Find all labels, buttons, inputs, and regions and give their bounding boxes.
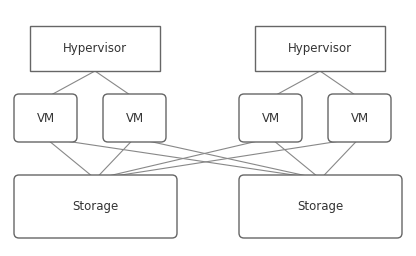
Text: Hypervisor: Hypervisor [63, 42, 127, 55]
Text: Hypervisor: Hypervisor [288, 42, 352, 55]
Bar [30, 26, 160, 71]
FancyBboxPatch shape [14, 94, 77, 142]
FancyBboxPatch shape [103, 94, 166, 142]
FancyBboxPatch shape [14, 175, 177, 238]
Text: VM: VM [126, 112, 144, 124]
FancyBboxPatch shape [239, 94, 302, 142]
Text: VM: VM [37, 112, 54, 124]
Text: VM: VM [261, 112, 280, 124]
Text: VM: VM [350, 112, 369, 124]
FancyBboxPatch shape [328, 94, 391, 142]
Text: Storage: Storage [297, 200, 344, 213]
Text: Storage: Storage [72, 200, 119, 213]
Bar [255, 26, 385, 71]
FancyBboxPatch shape [239, 175, 402, 238]
